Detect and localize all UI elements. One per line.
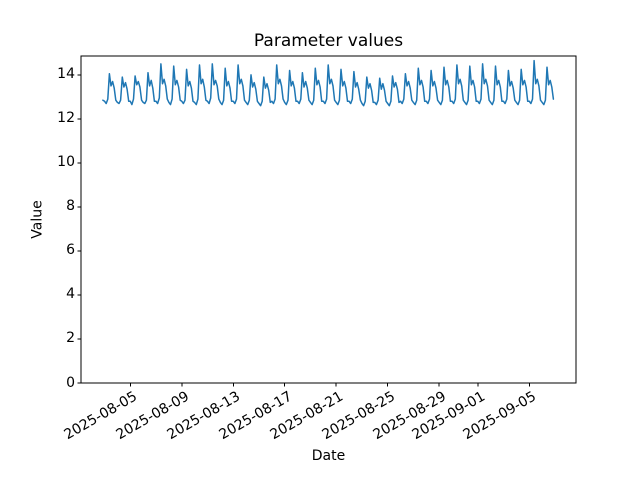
y-tick-label: 8 xyxy=(66,198,75,215)
x-axis-label: Date xyxy=(311,448,346,464)
y-tick-label: 2 xyxy=(66,330,75,347)
data-series-line xyxy=(102,59,555,107)
axes-frame xyxy=(80,55,577,384)
y-tick-label: 12 xyxy=(57,110,75,127)
y-tick-label: 6 xyxy=(66,242,75,259)
y-tick-label: 0 xyxy=(66,374,75,391)
chart-title: Parameter values xyxy=(253,31,404,51)
y-tick-label: 14 xyxy=(57,66,75,83)
y-tick-label: 10 xyxy=(57,154,75,171)
tick-marks xyxy=(77,74,530,387)
y-tick-label: 4 xyxy=(66,286,75,303)
